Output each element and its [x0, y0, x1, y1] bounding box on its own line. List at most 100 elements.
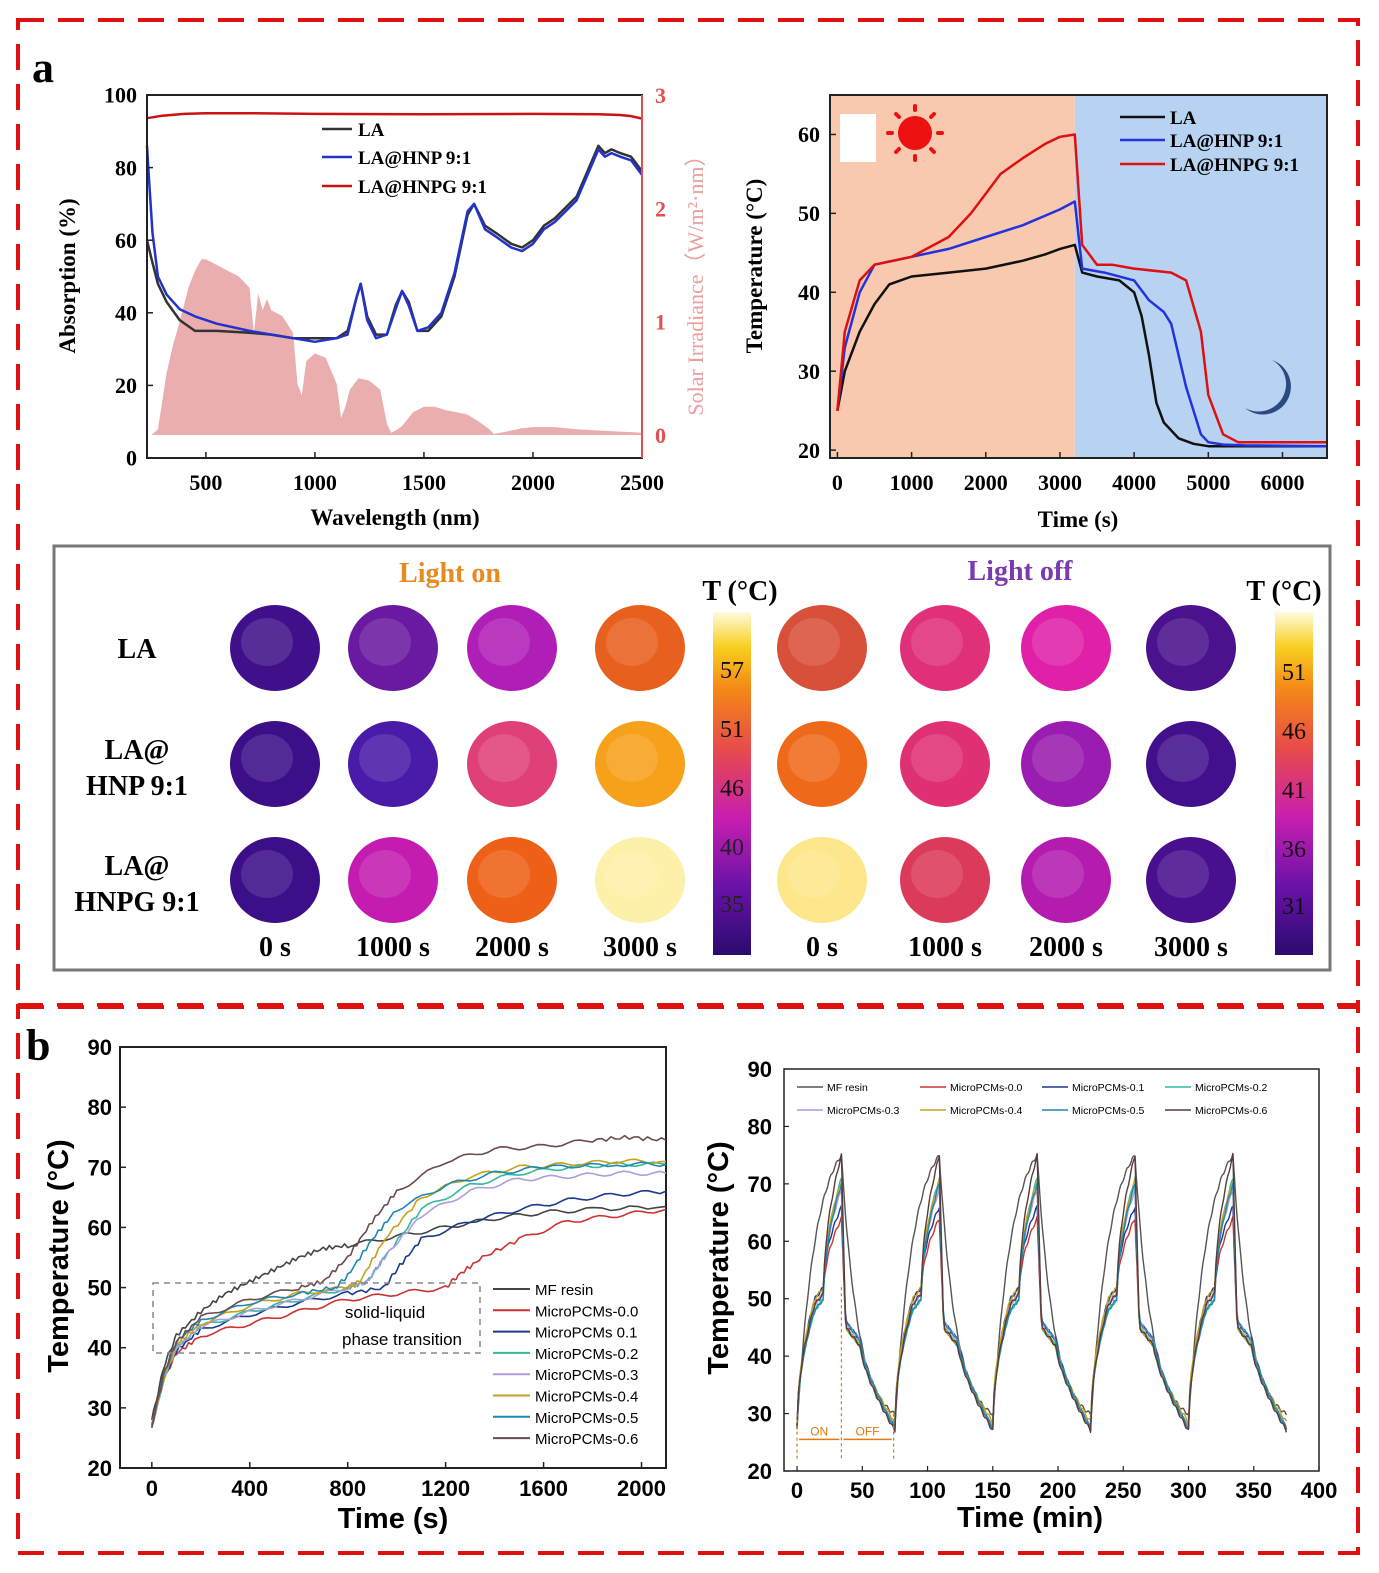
thermal-highlight [359, 618, 411, 666]
thermal-image [900, 837, 990, 923]
y2-tick-label: 0 [655, 423, 666, 448]
legend-label: MicroPCMs-0.3 [827, 1105, 900, 1117]
x-tick-label: 1000 [890, 470, 934, 495]
y-tick-label: 30 [748, 1402, 772, 1427]
legend-label: MicroPCMs-0.1 [1072, 1082, 1145, 1094]
legend-label: MicroPCMs-0.6 [1195, 1105, 1268, 1117]
x-tick-label: 6000 [1260, 470, 1304, 495]
y-tick-label: 20 [88, 1456, 112, 1481]
y-tick-label: 20 [748, 1459, 772, 1484]
legend-label: MicroPCMs-0.5 [535, 1410, 638, 1427]
row-label: HNP 9:1 [86, 771, 188, 802]
thermal-image [777, 721, 867, 807]
y-axis-label: Temperature (°C) [43, 1139, 75, 1372]
thermal-highlight [478, 850, 530, 898]
thermal-highlight [1157, 734, 1209, 782]
legend: LA LA@HNP 9:1 LA@HNPG 9:1 [1120, 108, 1299, 176]
y-tick-label: 50 [798, 201, 820, 226]
scale-title: T (°C) [1246, 576, 1321, 607]
x-tick-label: 2000 [964, 470, 1008, 495]
y-tick-label: 90 [748, 1057, 772, 1082]
y-tick-label: 60 [798, 122, 820, 147]
x-tick-label: 100 [909, 1478, 946, 1503]
y2-tick-label: 1 [655, 310, 666, 335]
series-line-5 [151, 1158, 667, 1425]
x-tick-label: 1600 [519, 1476, 568, 1501]
y-tick-label: 80 [748, 1114, 772, 1139]
panel-b-frame [16, 1005, 1360, 1555]
y-tick-label: 0 [126, 446, 137, 471]
x-tick-label: 150 [974, 1478, 1011, 1503]
time-label: 2000 s [1029, 932, 1103, 963]
time-label: 2000 s [475, 932, 549, 963]
legend-label: MicroPCMs-0.4 [950, 1105, 1023, 1117]
series-line-0 [836, 243, 1327, 448]
thermal-highlight [1032, 850, 1084, 898]
thermal-image [1146, 837, 1236, 923]
thermal-image-grid: Light on Light off T (°C) T (°C) LA LA@ HN… [52, 544, 1332, 972]
y-tick-label: 40 [115, 301, 137, 326]
y-tick-label: 20 [798, 438, 820, 463]
row-label: LA [118, 634, 158, 665]
thermal-image [230, 605, 320, 691]
thermal-image [230, 837, 320, 923]
series-line-4 [151, 1170, 667, 1427]
x-axis-label: Time (min) [957, 1502, 1103, 1534]
x-tick-label: 500 [189, 470, 222, 495]
legend-label: MicroPCMs-0.2 [535, 1346, 638, 1363]
thermal-highlight [1032, 618, 1084, 666]
x-tick-label: 0 [146, 1476, 158, 1501]
x-tick-label: 1500 [402, 470, 446, 495]
x-tick-label: 800 [329, 1476, 366, 1501]
y-tick-label: 30 [798, 359, 820, 384]
colorbar-label: 46 [1282, 719, 1306, 745]
legend-label: MF resin [535, 1282, 593, 1299]
time-label: 0 s [806, 932, 838, 963]
time-label: 1000 s [908, 932, 982, 963]
series-line-0 [151, 1205, 667, 1421]
colorbar-label: 31 [1282, 894, 1306, 920]
series-line-2 [146, 111, 643, 120]
thermal-image [467, 721, 557, 807]
thermal-highlight [478, 734, 530, 782]
x-axis-label: Time (s) [338, 1503, 449, 1535]
x-tick-label: 2000 [617, 1476, 666, 1501]
time-label: 3000 s [603, 932, 677, 963]
x-tick-label: 0 [832, 470, 843, 495]
thermal-highlight [359, 734, 411, 782]
thermal-highlight [911, 850, 963, 898]
solar-irradiance-area [151, 259, 642, 435]
thermal-highlight [241, 850, 293, 898]
series-line-7 [796, 1152, 1288, 1434]
colorbar-on [713, 612, 751, 955]
x-tick-label: 4000 [1112, 470, 1156, 495]
x-tick-label: 2500 [620, 470, 664, 495]
thermal-image [777, 605, 867, 691]
colorbar-label: 36 [1282, 837, 1306, 863]
time-label: 1000 s [356, 932, 430, 963]
y2-axis-label: Solar Irradiance（W/m²·nm） [683, 144, 708, 415]
colorbar-label: 35 [720, 892, 744, 918]
x-tick-label: 300 [1170, 1478, 1207, 1503]
y-tick-label: 50 [748, 1287, 772, 1312]
y-tick-label: 40 [798, 280, 820, 305]
thermal-image [1146, 721, 1236, 807]
panel-a-label: a [32, 43, 54, 92]
y-tick-label: 60 [88, 1215, 112, 1240]
y-tick-label: 80 [115, 155, 137, 180]
legend-label: LA [1170, 108, 1197, 129]
colorbar-label: 46 [720, 776, 744, 802]
thermal-image [467, 605, 557, 691]
legend-label: MF resin [827, 1082, 868, 1094]
legend-label: LA@HNP 9:1 [1170, 131, 1283, 152]
thermal-image [900, 605, 990, 691]
legend: LA LA@HNP 9:1 LA@HNPG 9:1 [322, 120, 487, 198]
colorbar-label: 57 [720, 658, 744, 684]
plot-frame [783, 1068, 1320, 1472]
row-label: LA@ [105, 851, 170, 882]
temperature-b-right-chart: ON OFF MF resin MicroPCMs-0.0 MicroPCMs-0.1… [703, 1057, 1337, 1534]
legend-label: MicroPCMs 0.1 [535, 1325, 638, 1342]
thermal-image [595, 837, 685, 923]
x-axis-label: Time (s) [1038, 507, 1119, 532]
